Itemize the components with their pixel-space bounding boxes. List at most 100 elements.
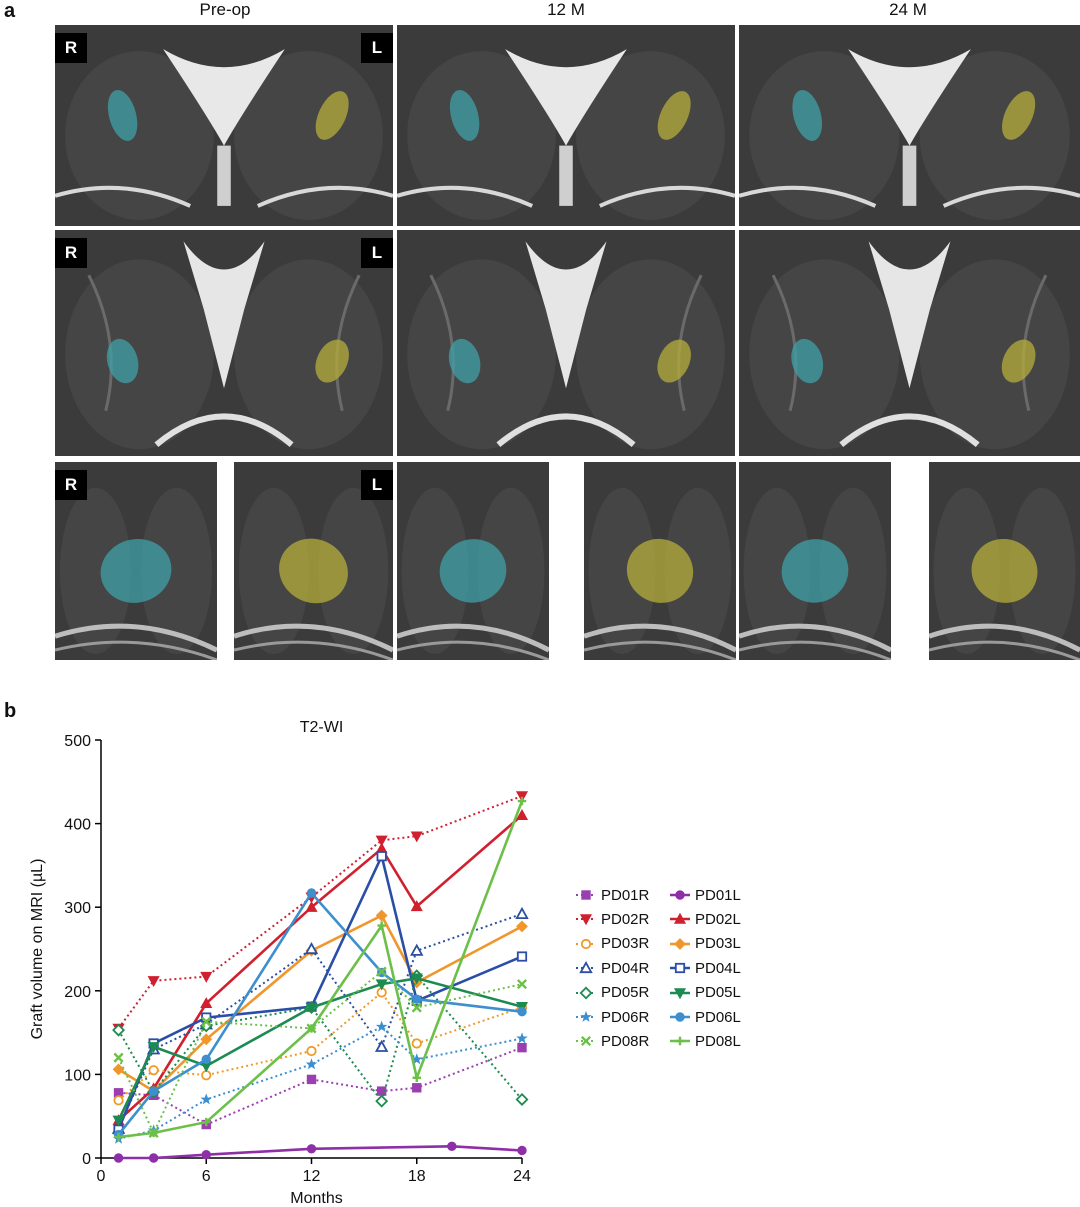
data-point (306, 1144, 317, 1154)
side-label-right: R (55, 33, 87, 63)
left-graft-overlay (971, 538, 1038, 603)
side-label-left: L (361, 33, 393, 63)
legend-label: PD08L (695, 1032, 741, 1050)
legend-swatch (670, 987, 690, 999)
data-point (517, 1145, 527, 1156)
series-line (117, 795, 523, 1029)
mri-image-tile (739, 25, 1080, 226)
x-tick-label: 6 (202, 1168, 211, 1185)
legend-marker (579, 961, 593, 974)
mri-image-tile (397, 25, 735, 226)
legend-item-pd02r: PD02R (575, 909, 649, 929)
mri-image-tile (739, 230, 1080, 456)
side-label-left: L (361, 238, 393, 268)
data-point (305, 1058, 318, 1070)
right-graft-overlay (106, 338, 139, 384)
legend-item-pd01r: PD01R (575, 885, 649, 905)
panel-b-letter: b (4, 700, 17, 722)
data-point (147, 1042, 160, 1054)
series-line (118, 1144, 523, 1160)
legend-label: PD06R (601, 1008, 650, 1026)
data-point (411, 1038, 422, 1049)
legend-swatch (670, 913, 690, 925)
data-point (202, 1117, 211, 1127)
data-point (112, 1115, 125, 1127)
left-graft-overlay (657, 339, 691, 383)
data-point (516, 920, 528, 933)
x-tick-label: 0 (97, 1168, 106, 1185)
mri-image-tile (739, 462, 891, 660)
series-line (118, 800, 524, 1139)
legend-item-pd04l: PD04L (669, 958, 741, 978)
legend-label: PD08R (601, 1032, 650, 1050)
y-tick-label: 500 (64, 733, 91, 750)
legend-swatch (670, 890, 690, 900)
data-point (515, 906, 529, 919)
data-point (112, 1023, 126, 1037)
legend-item-pd06l: PD06L (669, 1007, 741, 1027)
x-tick-label: 24 (513, 1168, 531, 1185)
legend-item-pd05l: PD05L (669, 983, 741, 1003)
side-label-left: L (361, 470, 393, 500)
legend-marker (674, 963, 686, 974)
data-point (412, 994, 422, 1004)
series-line (118, 1025, 523, 1140)
left-graft-overlay (1002, 91, 1036, 140)
series-pd01l (113, 1141, 527, 1163)
series-line (117, 973, 523, 1104)
data-point (148, 1086, 159, 1096)
data-point (148, 1153, 159, 1163)
legend-marker (675, 890, 685, 900)
series-pd08l (114, 796, 527, 1142)
data-point (412, 1073, 421, 1082)
data-point (375, 1094, 389, 1108)
graft-volume-chart: 0 6 12 18 24 0 100 200 300 400 500 T2-WI Months Graft… (29, 719, 531, 1207)
legend-item-pd08r: PD08R (575, 1031, 649, 1051)
legend-item-pd01l: PD01L (669, 885, 741, 905)
data-point (200, 971, 213, 983)
y-tick-label: 200 (64, 984, 91, 1001)
legend-item-pd03r: PD03R (575, 934, 649, 954)
series-pd04r (111, 906, 529, 1134)
x-tick-label: 12 (303, 1168, 321, 1185)
legend-label: PD01R (601, 886, 650, 904)
data-point (375, 1020, 388, 1032)
data-point (517, 1007, 527, 1017)
legend-label: PD02R (601, 910, 650, 928)
right-graft-overlay (781, 539, 849, 603)
left-graft-overlay (279, 538, 348, 604)
data-point (201, 1149, 211, 1160)
data-point (147, 976, 160, 988)
mri-image-tile (397, 462, 549, 660)
data-point (412, 1083, 422, 1093)
data-point (148, 1065, 159, 1076)
x-tick-label: 18 (408, 1168, 426, 1185)
column-title-preop: Pre-op (199, 0, 251, 19)
legend-marker (579, 914, 593, 926)
data-point (516, 979, 528, 990)
y-axis-label: Graft volume on MRI (µL) (29, 859, 46, 1040)
data-point (113, 1153, 124, 1163)
legend-marker (675, 1037, 685, 1046)
data-point (306, 1074, 317, 1085)
data-point (515, 809, 529, 820)
right-graft-overlay (449, 89, 480, 141)
legend-label: PD01L (695, 886, 741, 904)
mri-image-tile (929, 462, 1080, 660)
y-tick-label: 0 (82, 1151, 91, 1168)
data-point (113, 1052, 124, 1063)
data-point (447, 1141, 457, 1151)
left-graft-overlay (315, 91, 349, 140)
data-point (517, 796, 527, 806)
legend-marker (675, 1012, 685, 1022)
legend-label: PD04L (695, 959, 741, 977)
legend-item-pd03l: PD03L (669, 934, 741, 954)
series-line (117, 852, 523, 1131)
legend-label: PD02L (695, 910, 741, 928)
legend-marker (673, 913, 687, 925)
legend-item-pd04r: PD04R (575, 958, 649, 978)
legend-marker (579, 986, 593, 1000)
data-point (307, 1024, 316, 1033)
legend-swatch (670, 963, 690, 974)
